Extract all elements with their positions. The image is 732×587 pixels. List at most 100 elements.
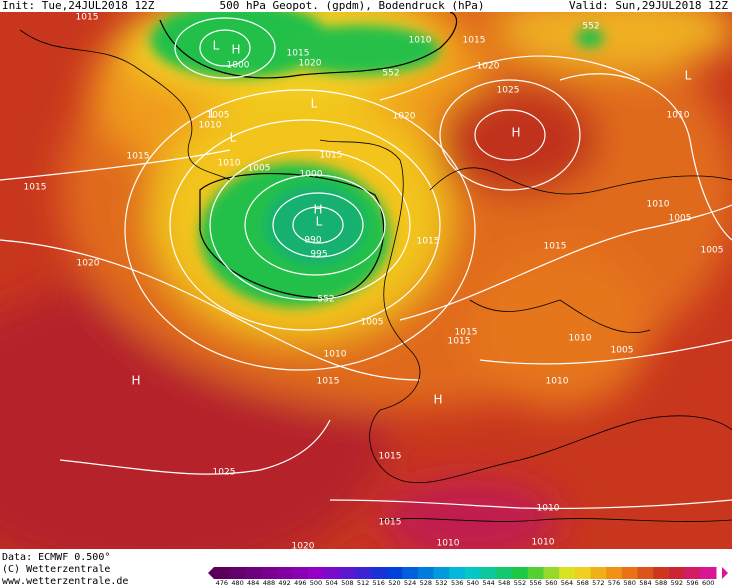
colorbar-label: 504 — [325, 579, 337, 587]
isobar-label: 1005 — [669, 214, 692, 224]
colorbar-label: 552 — [514, 579, 526, 587]
colorbar-label: 576 — [608, 579, 620, 587]
colorbar-label: 508 — [341, 579, 353, 587]
colorbar-label: 488 — [263, 579, 275, 587]
pressure-center: L — [685, 69, 692, 83]
isobar-label: 995 — [310, 250, 327, 260]
isobar-label: 552 — [582, 22, 599, 32]
colorbar-cell — [637, 567, 654, 579]
colorbar-cell — [355, 567, 372, 579]
pressure-center: H — [131, 374, 140, 388]
colorbar-label: 512 — [357, 579, 369, 587]
colorbar-left-tip — [208, 567, 214, 579]
isobar-label: 1010 — [569, 334, 592, 344]
colorbar-label: 528 — [420, 579, 432, 587]
colorbar-cell — [606, 567, 623, 579]
colorbar-cell — [386, 567, 403, 579]
colorbar-cell — [370, 567, 388, 579]
colorbar-cell — [433, 567, 450, 579]
colorbar-right-tip — [722, 567, 728, 579]
colorbar-label: 540 — [467, 579, 479, 587]
colorbar-cell — [590, 567, 607, 579]
colorbar-cell — [276, 567, 293, 579]
colorbar-cell — [245, 567, 262, 579]
colorbar-cell — [684, 567, 701, 579]
colorbar-cell — [574, 567, 591, 579]
init-time: Init: Tue,24JUL2018 12Z — [2, 0, 155, 12]
colorbar-label: 568 — [576, 579, 588, 587]
isobar-label: 1020 — [292, 542, 315, 552]
pressure-center: L — [210, 107, 217, 121]
pressure-center: L — [316, 215, 323, 229]
colorbar-cell — [700, 567, 717, 579]
pressure-center: L — [311, 97, 318, 111]
colorbar-label: 532 — [435, 579, 447, 587]
colorbar-cell — [214, 567, 231, 579]
isobar-label: 1010 — [667, 111, 690, 121]
website: www.wetterzentrale.de — [2, 576, 128, 587]
isobar-label: 1010 — [199, 121, 222, 131]
colorbar-cell — [527, 567, 544, 579]
colorbar-label: 548 — [498, 579, 510, 587]
isobar-label: 1005 — [361, 318, 384, 328]
colorbar-label: 516 — [373, 579, 385, 587]
isobar-label: 1010 — [546, 377, 569, 387]
isobar-label: 1010 — [218, 159, 241, 169]
valid-time: Valid: Sun,29JUL2018 12Z — [569, 0, 728, 12]
pressure-center: H — [231, 43, 240, 57]
colorbar-label: 520 — [388, 579, 400, 587]
colorbar-cell — [339, 567, 356, 579]
colorbar-cell — [417, 567, 435, 579]
colorbar-label: 584 — [639, 579, 651, 587]
isobar-label: 1015 — [544, 242, 567, 252]
isobar-label: 1015 — [463, 36, 486, 46]
colorbar-cell — [261, 567, 278, 579]
isobar-label: 1025 — [497, 86, 520, 96]
isobar-label: 1010 — [537, 504, 560, 514]
isobar-label: 1005 — [701, 246, 724, 256]
isobar-label: 1010 — [647, 200, 670, 210]
pressure-center: L — [213, 39, 220, 53]
colorbar-label: 600 — [702, 579, 714, 587]
pressure-center: H — [511, 126, 520, 140]
isobar-label: 1025 — [213, 468, 236, 478]
isobar-label: 1010 — [324, 350, 347, 360]
isobar-label: 1005 — [248, 164, 271, 174]
isobar-label: 1005 — [611, 346, 634, 356]
isobar-label: 1015 — [379, 452, 402, 462]
colorbar-cell — [229, 567, 246, 579]
isobar-label: 1020 — [299, 59, 322, 69]
isobar-label: 1015 — [455, 328, 478, 338]
colorbar-cell — [559, 567, 576, 579]
colorbar-cell — [480, 567, 497, 579]
isobar-label: 1015 — [24, 183, 47, 193]
colorbar-cell — [496, 567, 513, 579]
isobar-label: 1020 — [393, 112, 416, 122]
isobar-label: 552 — [317, 295, 334, 305]
colorbar-cell — [465, 567, 482, 579]
colorbar-cell — [323, 567, 340, 579]
isobar-label: 1020 — [477, 62, 500, 72]
colorbar-label: 560 — [545, 579, 557, 587]
colorbar-label: 596 — [686, 579, 698, 587]
colorbar-label: 536 — [451, 579, 463, 587]
data-source: Data: ECMWF 0.500° — [2, 552, 110, 563]
colorbar-cell — [308, 567, 325, 579]
colorbar-cell — [449, 567, 466, 579]
colorbar-label: 564 — [561, 579, 573, 587]
isobar-label: 1010 — [409, 36, 432, 46]
isobar-label: 1015 — [417, 237, 440, 247]
colorbar-label: 580 — [624, 579, 636, 587]
pressure-center: H — [433, 393, 442, 407]
colorbar-label: 480 — [231, 579, 243, 587]
colorbar-label: 500 — [310, 579, 322, 587]
colorbar: 476 480 484 488 492 496 500 504 508 512 516 520 524 5… — [208, 567, 728, 587]
colorbar-cell — [402, 567, 419, 579]
colorbar-label: 524 — [404, 579, 416, 587]
colorbar-cell — [512, 567, 529, 579]
isobar-label: 1020 — [77, 259, 100, 269]
colorbar-label: 544 — [482, 579, 494, 587]
isobar-label: 1010 — [532, 538, 555, 548]
isobar-label: 990 — [304, 236, 321, 246]
